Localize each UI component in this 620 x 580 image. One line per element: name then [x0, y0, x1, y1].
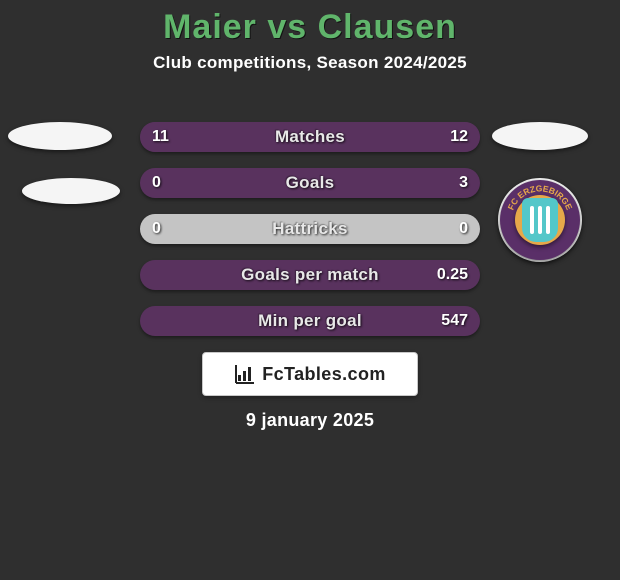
club-badge-shield [522, 198, 558, 242]
stat-value-left: 11 [152, 122, 169, 152]
stat-row: Min per goal547 [140, 306, 480, 336]
stat-value-left: 0 [152, 214, 161, 244]
brand-box[interactable]: FcTables.com [202, 352, 418, 396]
page-root: Maier vs Clausen Club competitions, Seas… [0, 0, 620, 580]
club-badge-inner [515, 195, 565, 245]
stat-value-right: 0 [459, 214, 468, 244]
stat-value-right: 547 [441, 306, 468, 336]
stat-value-right: 0.25 [437, 260, 468, 290]
stat-value-right: 3 [459, 168, 468, 198]
stat-bars: Matches1112Goals03Hattricks00Goals per m… [140, 122, 480, 352]
stat-value-right: 12 [450, 122, 468, 152]
club-badge-ring: FC ERZGEBIRGE AUE [500, 180, 580, 260]
page-title: Maier vs Clausen [0, 0, 620, 47]
chart-icon [234, 363, 256, 385]
team-left-ellipse-2 [22, 178, 120, 204]
stat-row: Goals0 3 [140, 168, 480, 198]
club-badge: FC ERZGEBIRGE AUE [498, 178, 582, 262]
stat-label: Goals per match [140, 260, 480, 290]
stat-label: Min per goal [140, 306, 480, 336]
stat-label: Goals [140, 168, 480, 198]
stat-label: Hattricks [140, 214, 480, 244]
team-right-ellipse [492, 122, 588, 150]
stat-label: Matches [140, 122, 480, 152]
team-left-ellipse-1 [8, 122, 112, 150]
shield-stripe [538, 206, 542, 234]
date-text: 9 january 2025 [0, 410, 620, 431]
stat-row: Goals per match0.25 [140, 260, 480, 290]
stat-row: Matches11 12 [140, 122, 480, 152]
page-subtitle: Club competitions, Season 2024/2025 [0, 53, 620, 73]
stat-value-left: 0 [152, 168, 161, 198]
brand-text: FcTables.com [262, 364, 386, 385]
stat-row: Hattricks0 0 [140, 214, 480, 244]
